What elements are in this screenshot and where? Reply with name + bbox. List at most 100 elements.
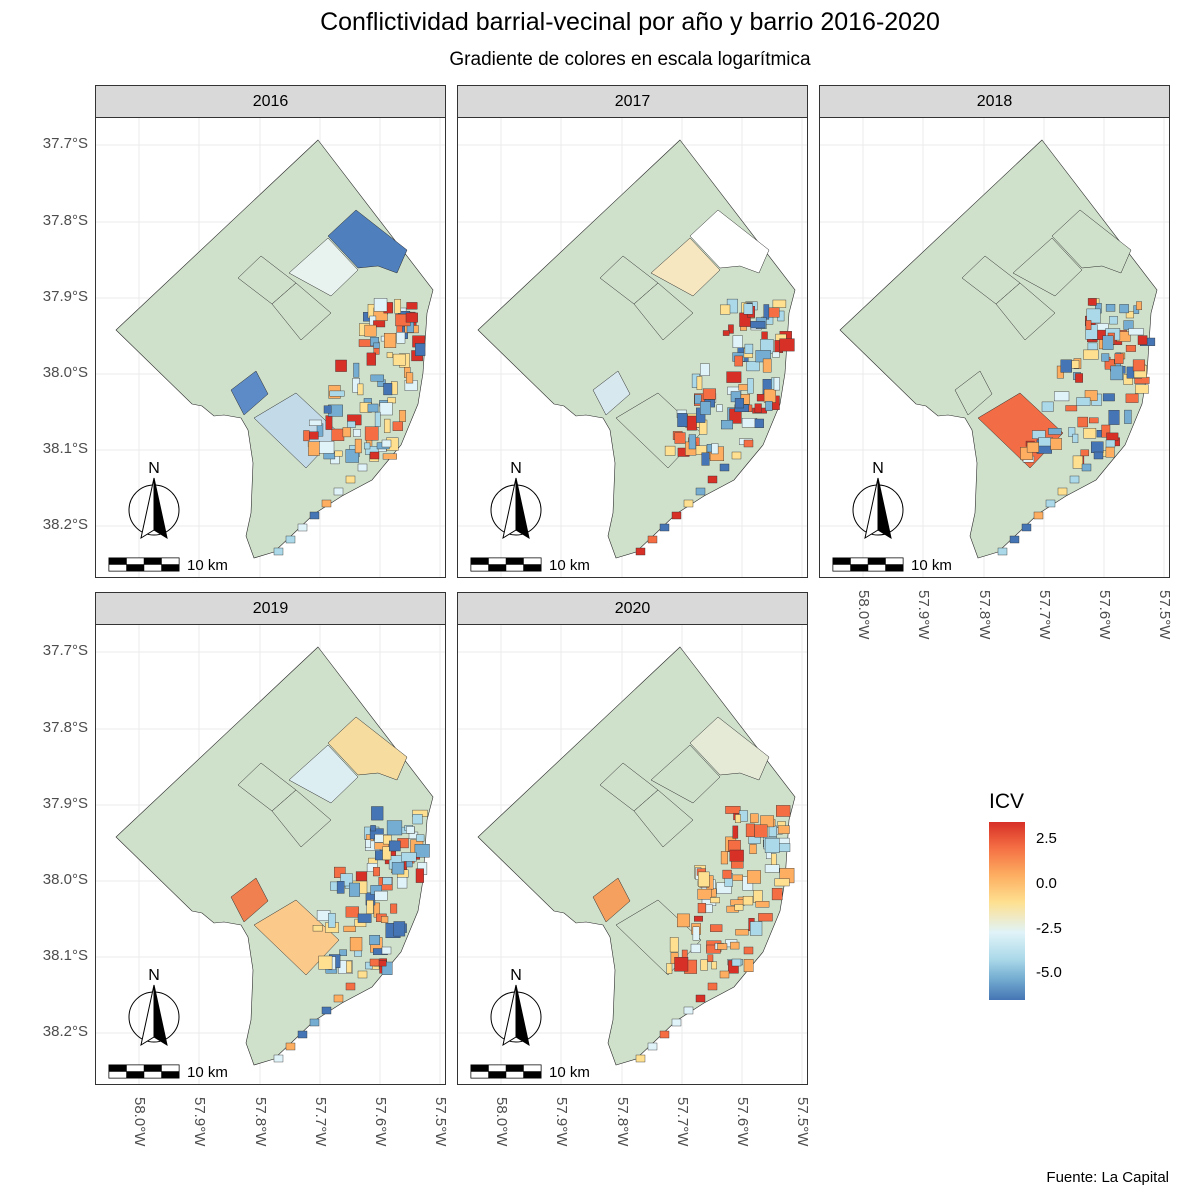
x-tick-label: 57.7°W xyxy=(674,1097,691,1147)
neighbourhood-polygon xyxy=(762,358,772,373)
neighbourhood-polygon xyxy=(764,864,780,873)
neighbourhood-polygon xyxy=(382,877,393,885)
neighbourhood-polygon xyxy=(396,331,406,344)
neighbourhood-polygon xyxy=(710,897,721,904)
neighbourhood-polygon xyxy=(357,970,368,979)
neighbourhood-polygon xyxy=(1125,344,1136,352)
neighbourhood-polygon xyxy=(342,427,351,438)
y-tick-label: 37.7°S xyxy=(42,135,88,152)
neighbourhood-polygon xyxy=(364,426,379,441)
neighbourhood-polygon xyxy=(1102,335,1114,350)
neighbourhood-polygon xyxy=(1119,304,1129,314)
neighbourhood-polygon xyxy=(743,959,754,973)
zone-polygon xyxy=(689,716,770,781)
neighbourhood-polygon xyxy=(374,842,389,850)
neighbourhood-polygon xyxy=(700,363,710,376)
facet-strip: 2020 xyxy=(457,592,808,625)
neighbourhood-polygon xyxy=(303,430,310,442)
x-tick-label: 57.5°W xyxy=(432,1097,449,1147)
neighbourhood-polygon xyxy=(744,343,754,354)
neighbourhood-polygon xyxy=(364,442,371,450)
neighbourhood-polygon xyxy=(755,901,770,908)
zone-polygon xyxy=(230,370,269,416)
neighbourhood-polygon xyxy=(1048,428,1062,435)
neighbourhood-polygon xyxy=(329,390,345,397)
neighbourhood-polygon xyxy=(700,401,711,415)
neighbourhood-polygon xyxy=(1135,384,1149,394)
neighbourhood-polygon xyxy=(768,825,778,837)
neighbourhood-polygon xyxy=(345,475,356,484)
neighbourhood-polygon xyxy=(1089,417,1099,424)
zone-polygon xyxy=(650,744,721,804)
neighbourhood-polygon xyxy=(382,453,397,460)
neighbourhood-polygon xyxy=(635,547,646,556)
y-tick-label: 37.7°S xyxy=(42,642,88,659)
zone-polygon xyxy=(271,789,332,848)
facet-panel: 2017 N 10 km xyxy=(457,85,808,578)
x-tick-label: 57.8°W xyxy=(976,590,993,640)
neighbourhood-polygon xyxy=(399,410,406,422)
neighbourhood-polygon xyxy=(394,298,401,314)
zone-polygon xyxy=(1012,237,1083,297)
neighbourhood-polygon xyxy=(366,352,376,366)
neighbourhood-polygon xyxy=(374,890,388,901)
neighbourhood-polygon xyxy=(635,1054,646,1063)
neighbourhood-polygon xyxy=(365,839,371,849)
neighbourhood-polygon xyxy=(765,401,773,411)
neighbourhood-polygon xyxy=(774,878,790,887)
neighbourhood-polygon xyxy=(1081,463,1092,472)
y-tick-label: 38.2°S xyxy=(42,516,88,533)
facet-panel: 2016 N 10 km xyxy=(95,85,446,578)
neighbourhood-polygon xyxy=(705,904,713,913)
zone-polygon xyxy=(253,899,340,976)
neighbourhood-polygon xyxy=(747,870,761,884)
neighbourhood-polygon xyxy=(335,359,347,372)
neighbourhood-polygon xyxy=(671,1018,682,1027)
zone-polygon xyxy=(592,370,631,416)
neighbourhood-polygon xyxy=(773,377,781,391)
x-tick-label: 57.5°W xyxy=(1156,590,1173,640)
neighbourhood-polygon xyxy=(750,813,759,823)
neighbourhood-polygon xyxy=(405,312,418,323)
x-tick-label: 57.5°W xyxy=(794,1097,811,1147)
neighbourhood-polygon xyxy=(1105,446,1115,458)
neighbourhood-polygon xyxy=(745,823,755,837)
scale-label: 10 km xyxy=(187,557,228,574)
neighbourhood-polygon xyxy=(373,320,386,328)
neighbourhood-polygon xyxy=(308,441,320,456)
neighbourhood-polygon xyxy=(1085,324,1098,340)
neighbourhood-polygon xyxy=(371,806,384,821)
neighbourhood-polygon xyxy=(1091,441,1104,453)
zone-polygon xyxy=(995,282,1056,341)
neighbourhood-polygon xyxy=(711,961,717,970)
legend-title: ICV xyxy=(989,790,1025,813)
neighbourhood-polygon xyxy=(370,825,376,832)
neighbourhood-polygon xyxy=(697,888,712,900)
neighbourhood-polygon xyxy=(697,903,706,914)
zone-polygon xyxy=(633,282,694,341)
neighbourhood-polygon xyxy=(779,338,795,352)
neighbourhood-polygon xyxy=(1087,298,1097,306)
neighbourhood-polygon xyxy=(347,421,356,428)
legend-colorbar xyxy=(989,822,1025,1000)
neighbourhood-polygon xyxy=(391,862,405,875)
neighbourhood-polygon xyxy=(367,403,379,413)
neighbourhood-polygon xyxy=(285,535,296,544)
neighbourhood-polygon xyxy=(323,405,332,414)
neighbourhood-polygon xyxy=(336,881,345,894)
map-plot: N 10 km xyxy=(95,117,446,578)
neighbourhood-polygon xyxy=(343,925,356,933)
zone-polygon xyxy=(288,237,359,297)
north-label: N xyxy=(510,460,522,477)
x-tick-label: 58.0°W xyxy=(855,590,872,640)
north-label: N xyxy=(148,460,160,477)
neighbourhood-polygon xyxy=(764,838,780,854)
neighbourhood-polygon xyxy=(1085,320,1092,330)
north-arrow xyxy=(852,477,904,540)
neighbourhood-polygon xyxy=(379,402,393,416)
neighbourhood-polygon xyxy=(776,805,791,817)
scale-bar xyxy=(832,557,904,572)
neighbourhood-polygon xyxy=(273,1054,284,1063)
y-tick-label: 37.8°S xyxy=(42,719,88,736)
neighbourhood-polygon xyxy=(695,994,706,1003)
